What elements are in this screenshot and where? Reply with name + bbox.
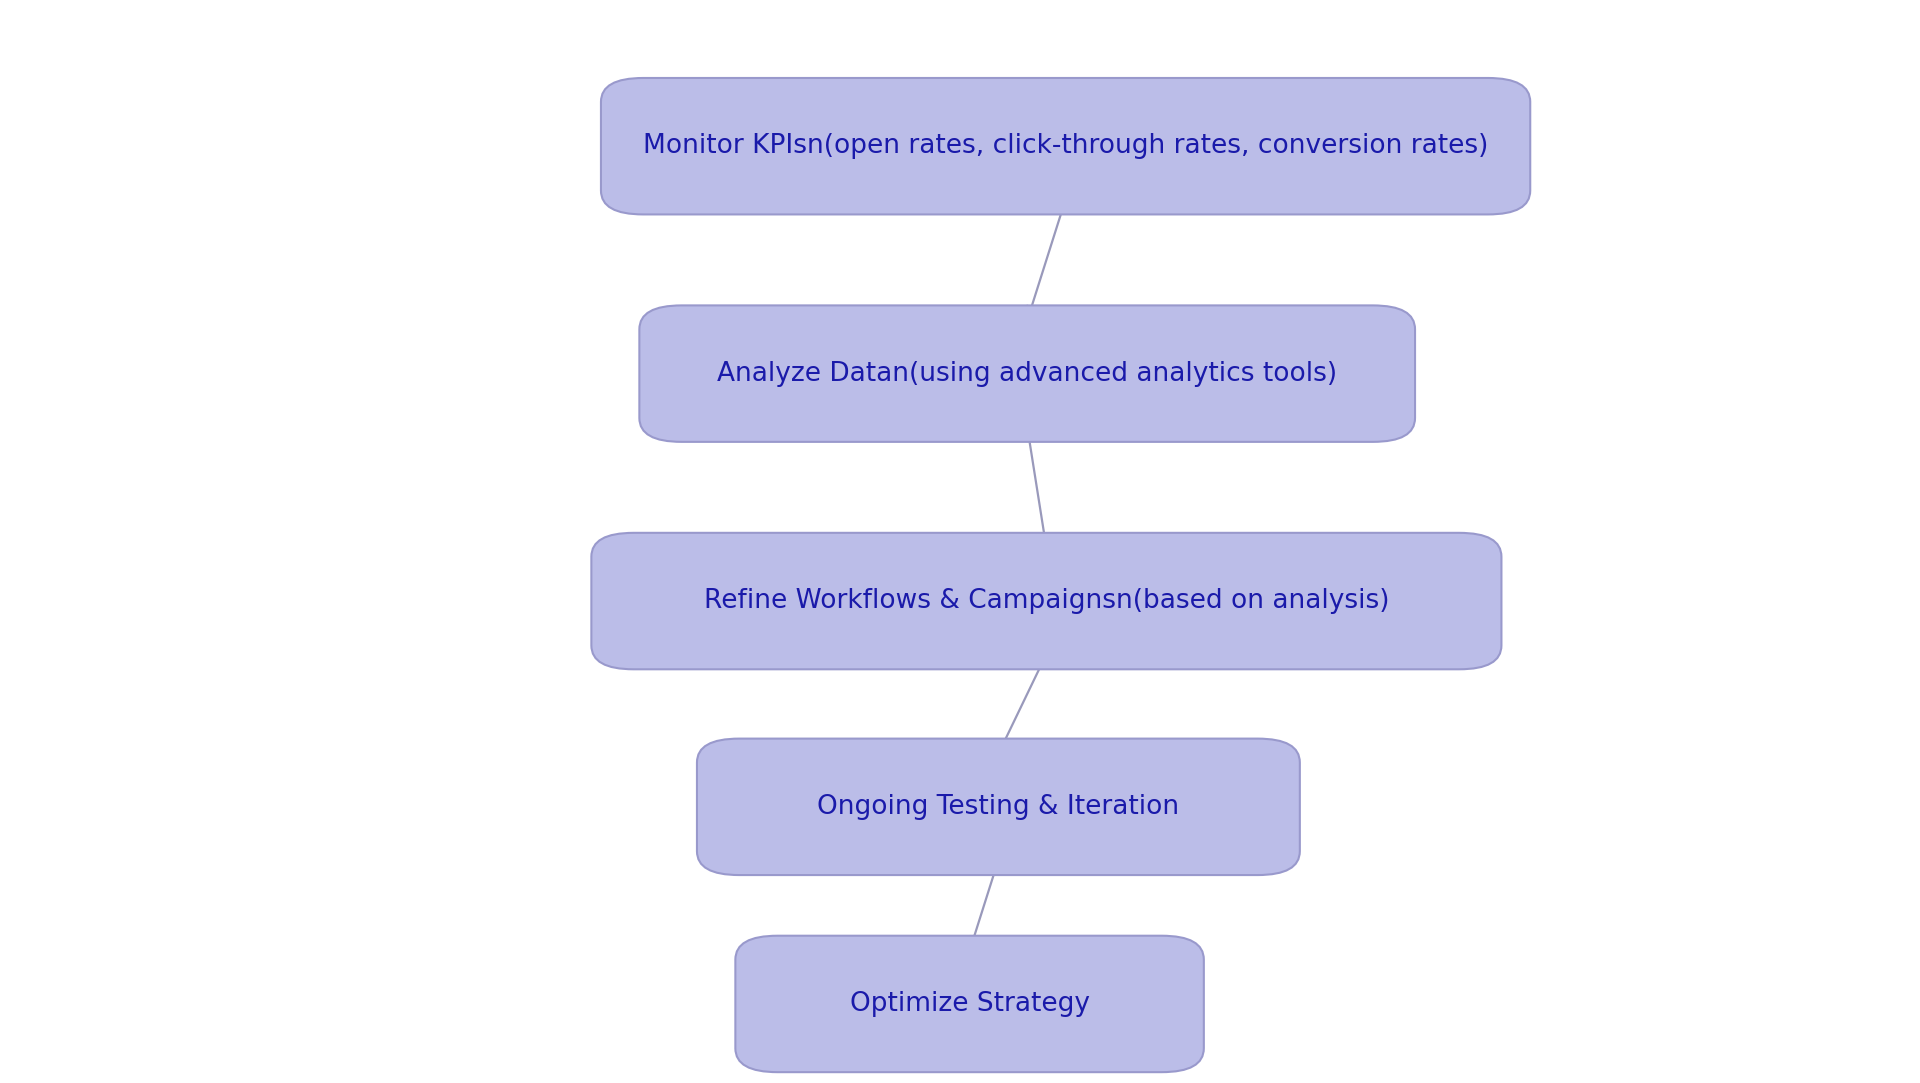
Text: Refine Workflows & Campaignsn(based on analysis): Refine Workflows & Campaignsn(based on a…: [703, 588, 1390, 614]
Text: Ongoing Testing & Iteration: Ongoing Testing & Iteration: [818, 794, 1179, 820]
FancyBboxPatch shape: [591, 533, 1501, 669]
Text: Optimize Strategy: Optimize Strategy: [849, 991, 1089, 1017]
FancyBboxPatch shape: [697, 739, 1300, 875]
FancyBboxPatch shape: [639, 305, 1415, 442]
FancyBboxPatch shape: [735, 936, 1204, 1072]
Text: Analyze Datan(using advanced analytics tools): Analyze Datan(using advanced analytics t…: [718, 361, 1336, 387]
Text: Monitor KPIsn(open rates, click-through rates, conversion rates): Monitor KPIsn(open rates, click-through …: [643, 133, 1488, 159]
FancyBboxPatch shape: [601, 78, 1530, 214]
